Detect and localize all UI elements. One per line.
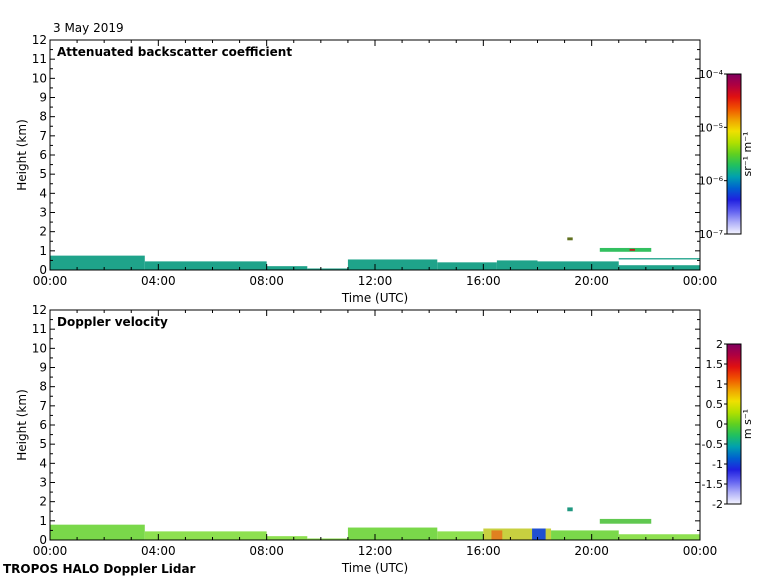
panel-title: Attenuated backscatter coefficient (57, 45, 292, 59)
y-tick-label: 1 (39, 244, 47, 258)
y-tick-label: 4 (39, 186, 47, 200)
data-layer (567, 507, 573, 512)
x-tick-label: 04:00 (141, 544, 176, 558)
data-layer (347, 259, 438, 270)
y-tick-label: 2 (39, 225, 47, 239)
x-tick-label: 00:00 (33, 544, 68, 558)
y-tick-label: 8 (39, 380, 47, 394)
y-tick-label: 2 (39, 495, 47, 509)
data-layer (618, 534, 700, 540)
y-tick-label: 10 (32, 71, 47, 85)
y-tick-label: 5 (39, 167, 47, 181)
data-layer (307, 538, 348, 540)
x-axis-label: Time (UTC) (341, 561, 408, 575)
data-layer (437, 531, 484, 540)
colorbar-tick-label: -1 (712, 458, 723, 471)
x-tick-label: 12:00 (358, 274, 393, 288)
colorbar-tick-label: 2 (716, 338, 723, 351)
x-tick-label: 00:00 (683, 544, 718, 558)
data-layer (266, 536, 308, 540)
y-tick-label: 12 (32, 33, 47, 47)
footer-label: TROPOS HALO Doppler Lidar (3, 562, 196, 576)
colorbar-tick-label: 1 (716, 378, 723, 391)
data-layer (618, 265, 700, 270)
x-tick-label: 20:00 (574, 544, 609, 558)
data-layers (50, 237, 700, 270)
colorbar-tick-label: 0 (716, 418, 723, 431)
y-tick-label: 7 (39, 129, 47, 143)
y-tick-label: 5 (39, 437, 47, 451)
data-layer (491, 530, 503, 540)
colorbar-tick-label: -2 (712, 498, 723, 511)
data-layer (599, 247, 652, 252)
x-tick-label: 00:00 (683, 274, 718, 288)
colorbar (726, 343, 742, 505)
data-layer (599, 518, 652, 524)
x-tick-label: 12:00 (358, 544, 393, 558)
x-tick-label: 16:00 (466, 544, 501, 558)
colorbar-tick-label: 10⁻⁵ (699, 121, 723, 134)
data-layer (50, 255, 145, 270)
data-layer (551, 530, 619, 540)
y-tick-label: 12 (32, 303, 47, 317)
y-axis-label: Height (km) (15, 389, 29, 460)
x-tick-label: 04:00 (141, 274, 176, 288)
y-tick-label: 11 (32, 52, 47, 66)
data-layer (496, 260, 538, 270)
date-label: 3 May 2019 (53, 21, 124, 35)
y-tick-label: 6 (39, 148, 47, 162)
y-tick-label: 9 (39, 361, 47, 375)
colorbar-tick-label: 10⁻⁶ (699, 175, 724, 188)
x-tick-label: 08:00 (249, 544, 284, 558)
colorbar-tick-label: 1.5 (706, 358, 724, 371)
y-tick-label: 3 (39, 476, 47, 490)
data-layer (144, 261, 267, 270)
data-layer (532, 528, 546, 540)
data-layer (347, 527, 438, 540)
x-tick-label: 16:00 (466, 274, 501, 288)
x-tick-label: 00:00 (33, 274, 68, 288)
colorbar-tick-label: -1.5 (702, 478, 723, 491)
panel-backscatter: Attenuated backscatter coefficient012345… (15, 33, 754, 305)
y-tick-label: 4 (39, 456, 47, 470)
data-layer (266, 266, 308, 270)
y-tick-label: 7 (39, 399, 47, 413)
y-tick-label: 3 (39, 206, 47, 220)
colorbar-tick-label: 10⁻⁷ (699, 228, 723, 241)
plot-frame (49, 39, 701, 271)
x-tick-label: 20:00 (574, 274, 609, 288)
x-tick-label: 08:00 (249, 274, 284, 288)
colorbar-tick-label: 10⁻⁴ (699, 68, 724, 81)
colorbar (726, 73, 742, 235)
data-layer (307, 268, 348, 270)
y-tick-label: 8 (39, 110, 47, 124)
data-layer (144, 531, 267, 540)
data-layer (437, 262, 497, 270)
y-tick-label: 1 (39, 514, 47, 528)
y-tick-label: 6 (39, 418, 47, 432)
data-layer (567, 237, 573, 241)
data-layer (537, 261, 619, 270)
colorbar-tick-label: 0.5 (706, 398, 724, 411)
colorbar-label: sr⁻¹ m⁻¹ (741, 132, 754, 177)
data-layers (50, 507, 700, 540)
data-layer (629, 248, 635, 251)
y-tick-label: 9 (39, 91, 47, 105)
x-axis-label: Time (UTC) (341, 291, 408, 305)
y-tick-label: 11 (32, 322, 47, 336)
data-layer (618, 258, 700, 260)
y-tick-label: 0 (39, 263, 47, 277)
y-tick-label: 10 (32, 341, 47, 355)
y-tick-label: 0 (39, 533, 47, 547)
data-layer (50, 524, 145, 540)
plot-frame (49, 309, 701, 541)
panel-title: Doppler velocity (57, 315, 168, 329)
y-axis-label: Height (km) (15, 119, 29, 190)
colorbar-label: m s⁻¹ (741, 409, 754, 439)
data-layer (483, 528, 552, 540)
colorbar-tick-label: -0.5 (702, 438, 723, 451)
